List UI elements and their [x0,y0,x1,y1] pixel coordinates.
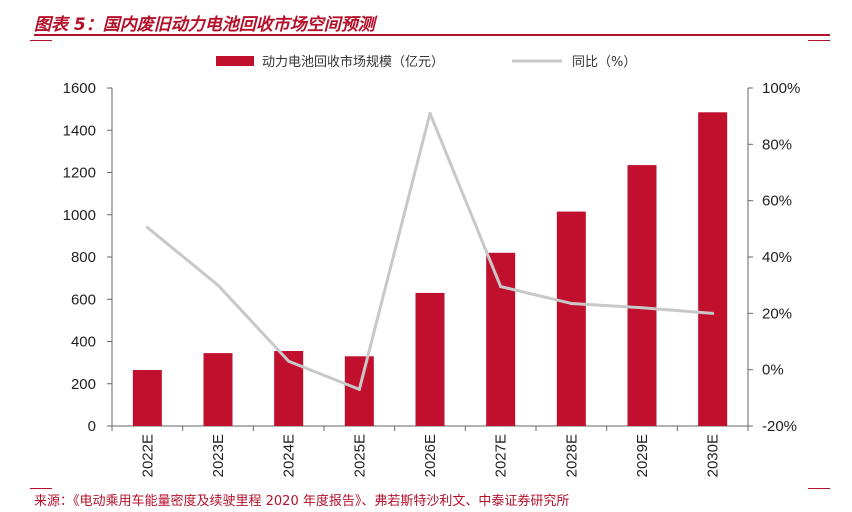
legend-bar-swatch [216,56,254,66]
bar-2027E [486,252,516,426]
yoy-point-2025E [357,387,361,391]
yoy-point-2029E [640,306,644,310]
yoy-point-2028E [569,301,573,305]
legend-bar-label: 动力电池回收市场规模（亿元） [262,54,444,70]
x-tick-label: 2029E [634,434,651,477]
legend-line-label: 同比（%） [572,55,636,70]
yoy-point-2022E [145,225,149,229]
corner-mark-top-right [808,40,830,41]
bar-2030E [698,112,728,426]
left-tick-label: 1000 [63,207,96,224]
title-underline [34,34,830,36]
right-tick-label: 100% [762,80,800,97]
axes: 0 200 400 600 800 1000 1200 1400 1600 -20% 0% 20% 40… [63,80,801,477]
x-tick-label: 2028E [563,434,580,477]
right-tick-label: 0% [762,362,784,379]
x-tick-label: 2024E [281,434,298,477]
yoy-point-2024E [287,359,291,363]
left-tick-label: 200 [71,376,96,393]
left-tick-label: 1400 [63,122,96,139]
right-tick-label: 20% [762,305,792,322]
left-tick-label: 800 [71,249,96,266]
yoy-point-2026E [428,111,432,115]
chart-title: 图表 5：国内废旧动力电池回收市场空间预测 [34,15,375,35]
x-tick-label: 2025E [351,434,368,477]
bar-2023E [203,353,233,426]
left-tick-label: 400 [71,334,96,351]
yoy-point-2030E [711,311,715,315]
bar-2029E [627,165,657,426]
right-tick-label: 80% [762,136,792,153]
left-tick-label: 1600 [63,80,96,97]
right-tick-label: 60% [762,193,792,210]
corner-mark-top-left [30,40,52,41]
x-tick-label: 2023E [210,434,227,477]
corner-mark-bottom-right [808,488,830,489]
bars [132,112,728,426]
bar-2022E [132,370,162,426]
left-tick-label: 600 [71,291,96,308]
x-tick-label: 2022E [139,434,156,477]
right-tick-label: -20% [762,418,797,435]
x-tick-label: 2026E [422,434,439,477]
x-tick-label: 2027E [493,434,510,477]
bar-2026E [415,292,445,426]
yoy-line [145,111,715,391]
left-tick-label: 1200 [63,165,96,182]
x-tick-label: 2030E [705,434,722,477]
source-note: 来源：《电动乘用车能量密度及续驶里程 2020 年度报告》、弗若斯特沙利文、中泰… [34,494,570,509]
right-tick-label: 40% [762,249,792,266]
legend: 动力电池回收市场规模（亿元） 同比（%） [216,54,636,70]
yoy-point-2023E [216,283,220,287]
yoy-point-2027E [499,285,503,289]
bar-2025E [344,356,374,426]
corner-mark-bottom-left [30,488,52,489]
left-tick-label: 0 [88,418,96,435]
bar-2028E [556,211,586,426]
